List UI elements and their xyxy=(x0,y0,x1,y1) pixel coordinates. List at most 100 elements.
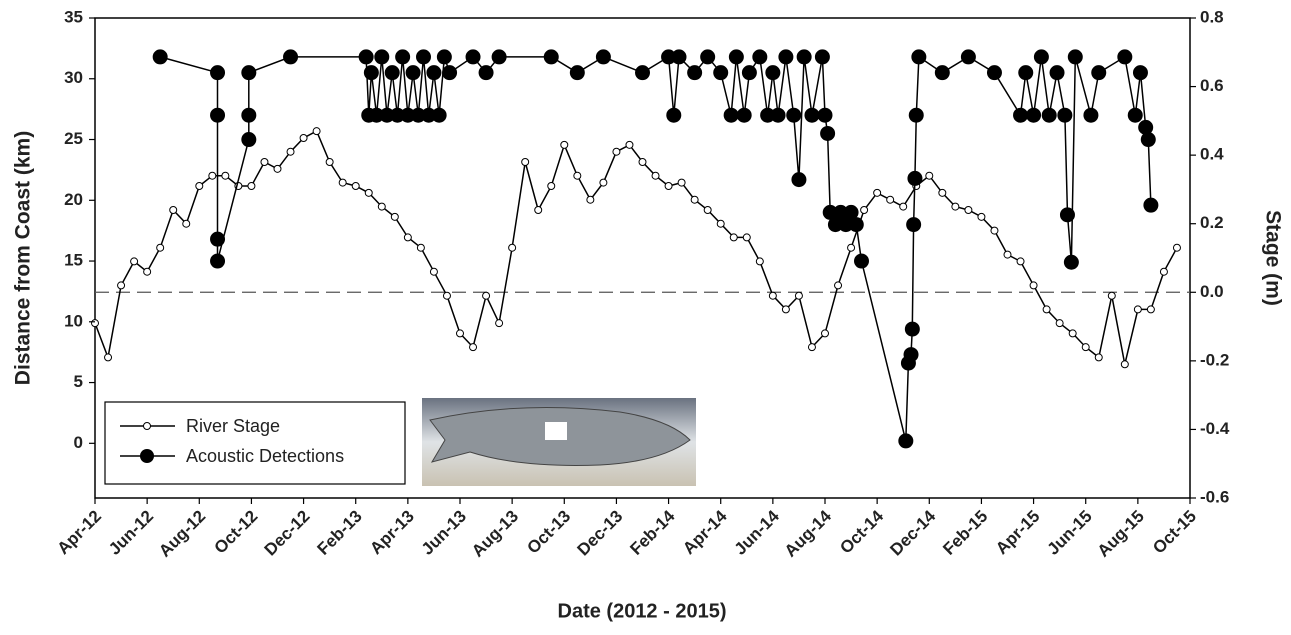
data-point xyxy=(700,49,716,65)
x-tick-label: Oct-12 xyxy=(211,507,262,558)
data-point xyxy=(729,233,738,242)
data-point xyxy=(1172,243,1181,252)
data-point xyxy=(374,49,390,65)
data-point xyxy=(442,65,458,81)
data-point xyxy=(1013,107,1029,123)
tag xyxy=(545,422,567,440)
data-point xyxy=(1042,305,1051,314)
y2-tick-label: -0.4 xyxy=(1200,419,1230,438)
data-point xyxy=(1107,291,1116,300)
data-point xyxy=(781,305,790,314)
data-point xyxy=(951,202,960,211)
data-point xyxy=(442,291,451,300)
data-point xyxy=(687,65,703,81)
data-point xyxy=(431,107,447,123)
x-tick-label: Aug-14 xyxy=(781,506,836,561)
legend: River Stage Acoustic Detections xyxy=(104,401,406,485)
data-point xyxy=(817,107,833,123)
data-point xyxy=(364,188,373,197)
data-point xyxy=(1132,65,1148,81)
data-point xyxy=(599,178,608,187)
x-tick-label: Jun-15 xyxy=(1044,507,1096,559)
data-point xyxy=(860,206,869,214)
data-point xyxy=(395,49,411,65)
data-point xyxy=(195,182,204,190)
data-point xyxy=(325,158,334,166)
x-tick-label: Aug-15 xyxy=(1094,507,1148,561)
series-line xyxy=(94,130,1178,365)
data-point xyxy=(416,243,425,252)
x-tick-label: Jun-13 xyxy=(418,507,470,559)
data-point xyxy=(241,107,257,123)
legend-marker xyxy=(143,422,151,430)
data-point xyxy=(625,140,634,149)
data-point xyxy=(241,132,257,148)
data-point xyxy=(755,257,764,266)
data-point xyxy=(543,49,559,65)
data-point xyxy=(260,158,269,166)
data-point xyxy=(1133,305,1142,314)
data-point xyxy=(117,281,126,290)
x-tick-label: Apr-12 xyxy=(53,507,105,559)
data-point xyxy=(728,49,744,65)
data-point xyxy=(723,107,739,123)
data-point xyxy=(807,343,816,352)
data-point xyxy=(273,164,282,173)
data-point xyxy=(377,202,386,211)
y-tick-label: 20 xyxy=(64,190,83,209)
data-point xyxy=(848,217,864,233)
data-point xyxy=(586,195,595,204)
data-point xyxy=(1016,257,1025,266)
y-tick-label: 30 xyxy=(64,68,83,87)
data-point xyxy=(390,212,399,221)
data-point xyxy=(1026,107,1042,123)
y-tick-label: 15 xyxy=(64,251,83,270)
x-tick-label: Oct-13 xyxy=(523,507,574,558)
data-point xyxy=(508,243,517,252)
data-point xyxy=(1138,119,1154,135)
data-point xyxy=(898,433,914,449)
data-point xyxy=(786,107,802,123)
data-point xyxy=(1055,319,1064,328)
y2-tick-label: 0.4 xyxy=(1200,145,1224,164)
data-point xyxy=(703,206,712,214)
x-tick-label: Apr-13 xyxy=(366,507,418,559)
data-point xyxy=(1146,305,1155,314)
data-point xyxy=(143,267,152,276)
data-point xyxy=(208,171,217,180)
data-point xyxy=(899,202,908,211)
data-point xyxy=(612,147,621,156)
data-point xyxy=(990,226,999,235)
plot-frame xyxy=(94,17,1191,499)
data-point xyxy=(635,65,650,81)
y2-tick-label: 0.8 xyxy=(1200,7,1224,26)
data-point xyxy=(283,49,299,65)
data-point xyxy=(1120,360,1129,369)
data-point xyxy=(595,49,611,65)
data-point xyxy=(908,107,924,123)
x-tick-label: Jun-14 xyxy=(731,506,784,559)
data-point xyxy=(104,353,113,362)
data-point xyxy=(1143,197,1159,213)
data-point xyxy=(664,182,673,190)
data-point xyxy=(1063,254,1079,270)
x-axis-title: Date (2012 - 2015) xyxy=(558,600,727,622)
x-tick-label: Feb-15 xyxy=(939,507,991,559)
data-point xyxy=(1094,353,1103,362)
data-point xyxy=(1067,49,1083,65)
data-point xyxy=(1068,329,1077,338)
data-point xyxy=(736,107,752,123)
data-point xyxy=(671,49,687,65)
data-point xyxy=(1140,132,1156,148)
data-point xyxy=(312,127,321,136)
data-point xyxy=(651,171,660,180)
data-point xyxy=(351,182,360,190)
data-point xyxy=(886,195,895,204)
data-point xyxy=(770,107,786,123)
data-point xyxy=(358,49,374,65)
data-point xyxy=(934,65,950,81)
data-point xyxy=(1003,250,1012,259)
data-point xyxy=(436,49,452,65)
data-point xyxy=(847,243,856,252)
data-point xyxy=(834,281,843,290)
